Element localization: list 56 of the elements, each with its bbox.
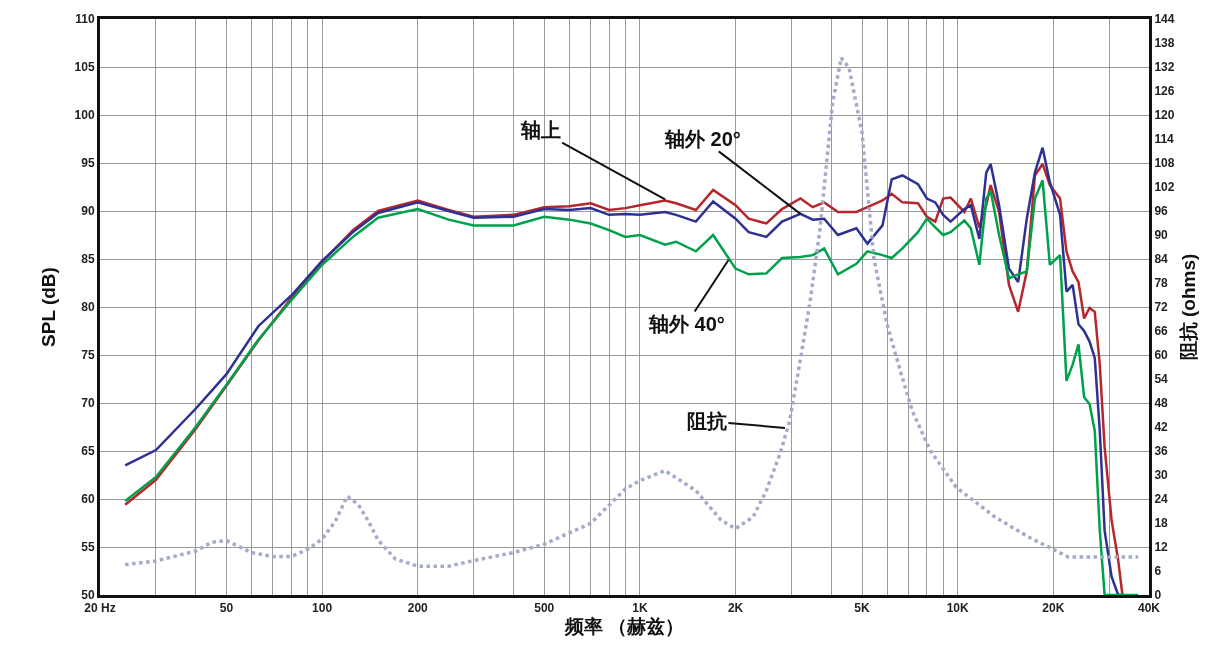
y-tick-label: 50 bbox=[81, 588, 95, 603]
x-tick-label: 20K bbox=[1042, 601, 1065, 616]
y2-tick-label: 66 bbox=[1154, 324, 1169, 339]
y2-tick-label: 12 bbox=[1154, 540, 1169, 555]
y2-tick-label: 132 bbox=[1154, 60, 1175, 75]
y2-tick-label: 144 bbox=[1154, 12, 1175, 27]
y-tick-label: 60 bbox=[81, 492, 95, 507]
y2-tick-label: 72 bbox=[1154, 300, 1169, 315]
x-tick-label: 2K bbox=[727, 601, 744, 616]
y2-tick-label: 96 bbox=[1154, 204, 1169, 219]
y-tick-label: 55 bbox=[81, 540, 95, 555]
x-tick-label: 20 Hz bbox=[84, 601, 116, 616]
y2-tick-label: 138 bbox=[1154, 36, 1175, 51]
y-tick-label: 75 bbox=[81, 348, 95, 363]
x-tick-label: 5K bbox=[854, 601, 871, 616]
x-axis-title: 频率 （赫兹） bbox=[563, 616, 685, 638]
y2-tick-label: 78 bbox=[1154, 276, 1169, 291]
y2-tick-label: 84 bbox=[1154, 252, 1169, 267]
y-tick-label: 70 bbox=[81, 396, 95, 411]
annotation: 轴上 bbox=[520, 119, 561, 141]
y2-tick-label: 114 bbox=[1154, 132, 1175, 147]
y-tick-label: 110 bbox=[75, 12, 95, 27]
y2-tick-label: 120 bbox=[1154, 108, 1175, 123]
x-tick-label: 10K bbox=[946, 601, 970, 616]
y2-tick-label: 42 bbox=[1154, 420, 1169, 435]
y-tick-label: 95 bbox=[81, 156, 95, 171]
y2-tick-label: 6 bbox=[1154, 564, 1162, 579]
y2-tick-label: 126 bbox=[1154, 84, 1175, 99]
y-tick-label: 65 bbox=[81, 444, 95, 459]
annotation: 轴外 40° bbox=[648, 313, 725, 335]
y2-tick-label: 60 bbox=[1154, 348, 1169, 363]
y2-axis-title: 阻抗 (ohms) bbox=[1177, 253, 1199, 361]
y2-tick-label: 90 bbox=[1154, 228, 1169, 243]
y2-tick-label: 108 bbox=[1154, 156, 1175, 171]
y-axis-title: SPL (dB) bbox=[38, 267, 60, 347]
y2-tick-label: 36 bbox=[1154, 444, 1169, 459]
x-tick-label: 1K bbox=[632, 601, 648, 616]
y2-tick-label: 102 bbox=[1154, 180, 1175, 195]
x-tick-label: 100 bbox=[312, 601, 333, 616]
y-tick-label: 90 bbox=[81, 204, 95, 219]
annotation: 轴外 20° bbox=[664, 128, 741, 150]
y2-tick-label: 0 bbox=[1154, 588, 1162, 603]
y-tick-label: 80 bbox=[81, 300, 95, 315]
x-tick-label: 500 bbox=[534, 601, 555, 616]
y2-tick-label: 48 bbox=[1154, 396, 1169, 411]
y-tick-label: 105 bbox=[74, 60, 95, 75]
y2-tick-label: 18 bbox=[1154, 516, 1169, 531]
annotation: 阻抗 bbox=[687, 410, 727, 432]
y-tick-label: 100 bbox=[74, 108, 95, 123]
y2-tick-label: 30 bbox=[1154, 468, 1169, 483]
x-tick-label: 40K bbox=[1137, 601, 1161, 616]
y2-tick-label: 24 bbox=[1154, 492, 1169, 507]
x-tick-label: 200 bbox=[407, 601, 429, 616]
y-tick-label: 85 bbox=[81, 252, 95, 267]
y2-tick-label: 54 bbox=[1154, 372, 1169, 387]
x-tick-label: 50 bbox=[219, 601, 234, 616]
